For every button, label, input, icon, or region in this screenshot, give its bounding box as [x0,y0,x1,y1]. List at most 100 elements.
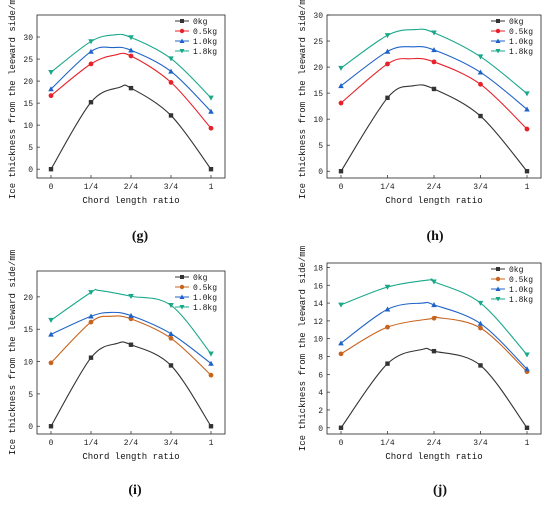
x-tick-label: 0 [339,183,344,192]
y-tick-label: 20 [313,64,323,73]
data-point-0.5kg [168,335,174,341]
data-point-0.5kg [128,53,134,59]
data-point-1.8kg [168,303,174,309]
data-point-1.0kg [431,47,437,53]
y-tick-label: 8 [318,354,323,363]
data-point-0kg [208,166,214,172]
data-point-1.0kg [524,106,530,112]
x-tick-label: 1 [525,183,530,192]
series-line-1.8kg [50,33,212,99]
legend-label: 1.8kg [193,48,217,57]
x-tick-label: 2/4 [124,183,139,192]
legend-marker [179,305,185,310]
y-tick-label: 0 [28,423,33,432]
y-tick-label: 30 [23,34,33,43]
data-point-1.0kg [168,68,174,74]
x-tick-label: 1/4 [84,439,99,448]
y-tick-label: 14 [313,300,323,309]
y-tick-label: 0 [28,166,33,175]
x-tick-label: 1/4 [380,439,395,448]
series-line-0.5kg [50,315,212,376]
data-point-0kg [478,113,483,119]
data-point-0.5kg [338,100,344,106]
legend-label: 0kg [509,266,524,275]
series-line-1.8kg [50,288,212,355]
x-axis-label: Chord length ratio [82,452,179,462]
series-line-0.5kg [340,57,528,130]
x-tick-label: 0 [49,183,54,192]
data-point-0kg [431,86,437,92]
y-axis-label: Ice thickness from the leeward side/mm [298,246,308,451]
data-point-1.0kg [477,320,484,326]
data-point-0.5kg [88,61,94,67]
y-tick-label: 10 [313,116,323,125]
data-point-0.5kg [478,325,483,331]
x-tick-label: 1/4 [380,183,395,192]
data-point-1.8kg [128,35,134,41]
x-tick-label: 2/4 [427,439,442,448]
data-point-1.0kg [128,47,134,53]
data-point-0.5kg [88,319,94,325]
data-point-1.8kg [208,95,214,101]
data-point-0.5kg [385,61,390,67]
legend-marker [495,49,501,54]
y-axis-label: Ice thickness from the leeward side/mm [8,0,18,199]
y-tick-label: 5 [318,142,323,151]
data-point-1.8kg [88,290,94,296]
data-point-0kg [385,95,390,101]
data-point-0kg [88,355,94,360]
data-point-1.0kg [88,48,94,54]
data-point-0kg [128,85,134,91]
y-tick-label: 2 [318,407,323,416]
x-axis-label: Chord length ratio [385,452,482,462]
series-line-0kg [340,347,528,429]
x-tick-label: 3/4 [164,439,179,448]
y-tick-label: 20 [23,78,33,87]
legend-label: 1.8kg [509,296,533,305]
data-point-1.8kg [384,284,391,290]
panel-label: (i) [128,483,142,498]
x-tick-label: 3/4 [473,439,488,448]
series-line-1.0kg [50,46,212,112]
legend-marker [495,286,501,291]
data-point-1.0kg [168,330,174,336]
data-point-1.0kg [338,83,344,89]
legend-label: 0.5kg [193,28,217,37]
y-tick-label: 15 [23,326,33,335]
data-point-0kg [88,100,94,105]
x-tick-label: 3/4 [164,183,179,192]
data-point-1.0kg [477,69,484,75]
legend-label: 1.8kg [193,304,217,313]
data-point-1.8kg [431,279,437,285]
y-tick-label: 15 [313,90,323,99]
legend-label: 0kg [509,18,524,27]
data-point-0.5kg [208,125,214,131]
panel-label: (g) [132,229,149,244]
legend-label: 0.5kg [509,28,533,37]
data-point-0kg [385,361,390,366]
data-point-1.8kg [524,91,530,97]
legend-marker [180,275,184,279]
data-point-1.0kg [128,312,134,318]
data-point-0kg [168,113,174,118]
legend-label: 1.0kg [509,286,533,295]
series-line-0kg [50,84,212,170]
legend-marker [496,267,500,271]
data-point-0kg [478,363,483,368]
data-point-1.0kg [88,313,94,319]
y-tick-label: 12 [313,318,323,327]
data-point-1.8kg [48,317,54,323]
data-point-0.5kg [48,360,54,366]
x-tick-label: 2/4 [124,439,139,448]
y-tick-label: 5 [28,144,33,153]
y-tick-label: 18 [313,264,323,273]
legend-label: 0.5kg [509,276,533,285]
data-point-1.8kg [88,39,94,45]
y-axis-label: Ice thickness from the leeward side/mm [8,250,18,455]
data-point-1.0kg [48,86,54,92]
chart-panel-3: 0 2 4 6 8 10 12 14 16 18 0 1/4 2/4 3/4 1 Chord length r… [298,246,542,498]
data-point-1.0kg [524,366,530,372]
x-tick-label: 0 [339,439,344,448]
